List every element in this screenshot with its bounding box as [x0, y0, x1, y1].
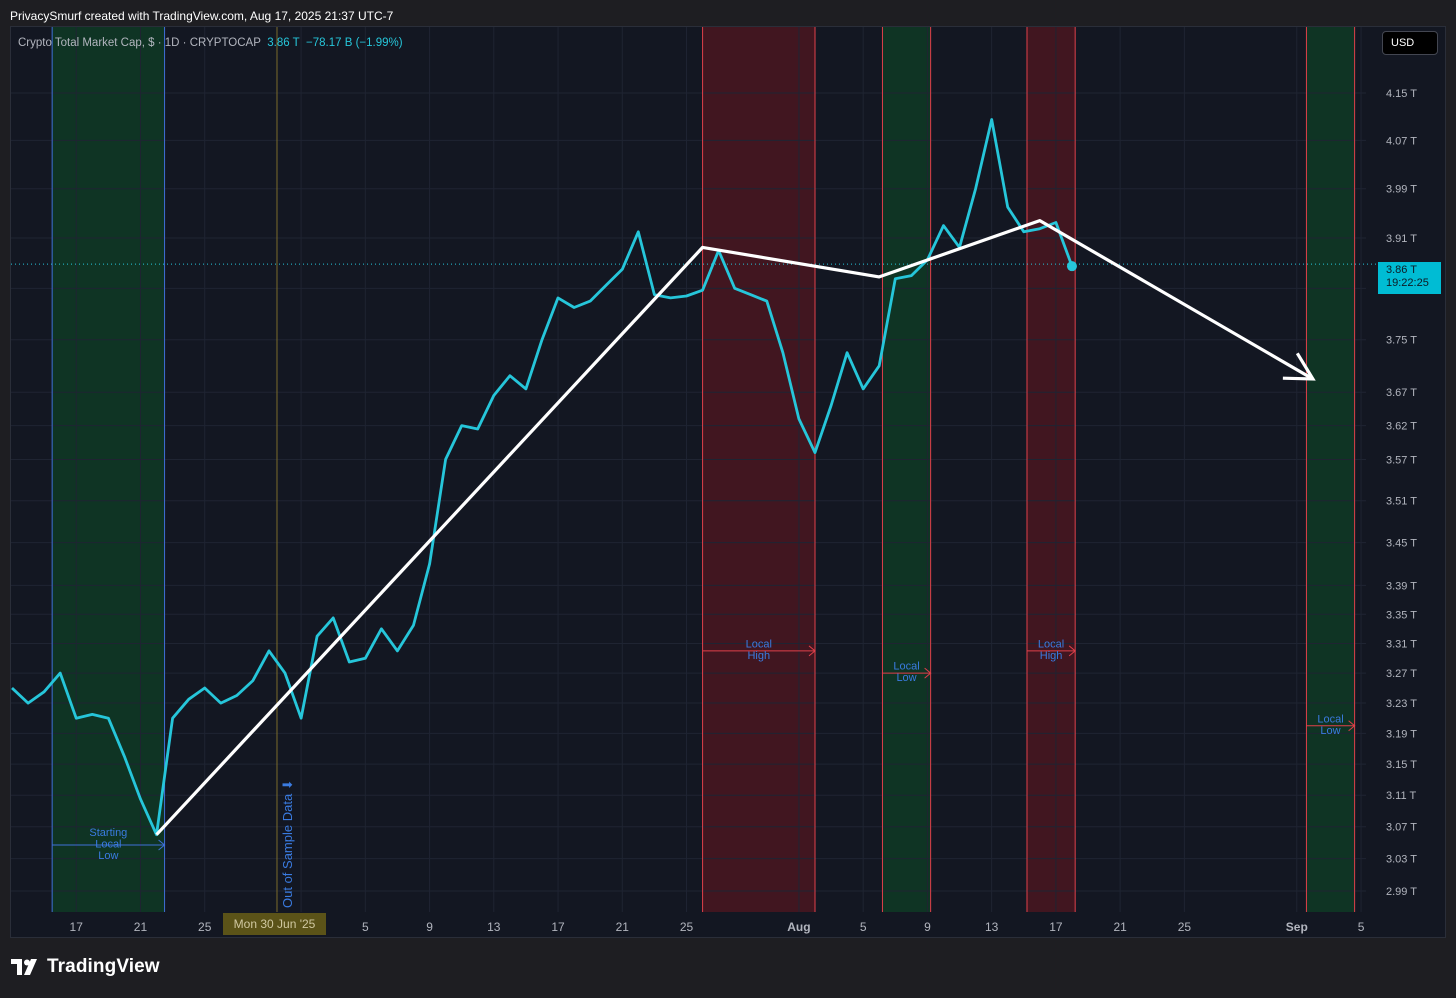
grid-layer [11, 27, 1366, 912]
annotation-arrow-head [158, 839, 166, 851]
y-tick-label: 3.62 T [1386, 421, 1417, 433]
lines-layer [11, 118, 1378, 837]
annotation-arrow-head [924, 667, 932, 679]
x-tick-label: 21 [616, 920, 630, 934]
zone-green-0 [52, 27, 165, 912]
last-price-dot [1066, 261, 1077, 272]
attribution-text: PrivacySmurf created with TradingView.co… [10, 9, 394, 23]
y-tick-label: 3.39 T [1386, 580, 1417, 592]
x-tick-label: 21 [134, 920, 148, 934]
x-tick-label: 13 [487, 920, 501, 934]
projection-arrow-head [1282, 352, 1316, 381]
y-tick-label: 3.03 T [1386, 854, 1417, 866]
y-tick-label: 4.15 T [1386, 88, 1417, 100]
y-tick-label: 3.15 T [1386, 759, 1417, 771]
annotation-layer: StartingLocalLowLocalHighLocalLowLocalHi… [52, 638, 1356, 862]
out-of-sample-label: Out of Sample Data ⬇ [280, 779, 295, 908]
x-tick-label: 17 [1049, 920, 1063, 934]
y-tick-label: 3.07 T [1386, 822, 1417, 834]
y-tick-label: 3.45 T [1386, 538, 1417, 550]
y-tick-label: 3.75 T [1386, 335, 1417, 347]
y-tick-label: 3.31 T [1386, 639, 1417, 651]
annotation-arrow-head [1348, 720, 1356, 732]
x-tick-label: 17 [551, 920, 565, 934]
y-tick-label: 3.57 T [1386, 454, 1417, 466]
x-tick-label: 9 [426, 920, 433, 934]
price-tag-countdown: 19:22:25 [1386, 277, 1429, 289]
x-tick-label: Sep [1286, 920, 1308, 934]
y-tick-label: 3.99 T [1386, 184, 1417, 196]
annotation-arrow-head [1068, 645, 1076, 657]
annotation-text: Local [746, 638, 772, 650]
tradingview-logo[interactable]: TradingView [11, 956, 160, 978]
zone-edges-layer [51, 27, 1356, 912]
annotation-text: Low [98, 850, 118, 862]
currency-button[interactable]: USD [1382, 31, 1438, 55]
x-tick-label: 5 [1358, 920, 1365, 934]
projection-path [155, 219, 1314, 836]
cursor-date-badge: Mon 30 Jun '25 [223, 913, 326, 935]
x-tick-label: 25 [198, 920, 212, 934]
price-series-line [11, 118, 1074, 837]
x-tick-label: 25 [680, 920, 694, 934]
y-tick-label: 3.23 T [1386, 698, 1417, 710]
annotation-arrow-head [808, 645, 816, 657]
zones-layer [52, 27, 1355, 912]
annotation-text: Starting [89, 827, 127, 839]
annotation-text: High [1040, 650, 1063, 662]
zone-red-3 [1026, 27, 1076, 912]
y-tick-label: 3.19 T [1386, 728, 1417, 740]
tradingview-logo-icon [11, 959, 37, 975]
x-tick-label: 13 [985, 920, 999, 934]
x-tick-label: Aug [787, 920, 810, 934]
y-tick-label: 3.67 T [1386, 387, 1417, 399]
annotation-text: Local [1038, 638, 1064, 650]
x-tick-label: 5 [860, 920, 867, 934]
symbol-name: Crypto Total Market Cap, $ · 1D · CRYPTO… [18, 37, 261, 49]
symbol-legend[interactable]: Crypto Total Market Cap, $ · 1D · CRYPTO… [18, 37, 403, 49]
y-tick-label: 3.51 T [1386, 496, 1417, 508]
annotation-text: Local [893, 661, 919, 673]
x-tick-label: 5 [362, 920, 369, 934]
annotation-text: High [747, 650, 770, 662]
y-tick-label: 2.99 T [1386, 886, 1417, 898]
x-tick-label: 17 [70, 920, 84, 934]
x-tick-label: 9 [924, 920, 931, 934]
price-tag-value: 3.86 T [1386, 264, 1417, 276]
y-tick-label: 4.07 T [1386, 135, 1417, 147]
y-tick-label: 3.35 T [1386, 609, 1417, 621]
annotation-text: Low [896, 672, 916, 684]
x-tick-label: 21 [1113, 920, 1127, 934]
y-tick-label: 3.91 T [1386, 233, 1417, 245]
y-tick-label: 3.11 T [1386, 790, 1416, 802]
zone-green-4 [1306, 27, 1355, 912]
price-change-value: −78.17 B (−1.99%) [306, 37, 403, 49]
zone-green-2 [882, 27, 931, 912]
last-price-value: 3.86 T [267, 37, 300, 49]
annotation-text: Local [95, 838, 121, 850]
annotation-text: Local [1317, 713, 1343, 725]
zone-red-1 [702, 27, 815, 912]
last-price-tag: 3.86 T 19:22:25 [1378, 262, 1441, 294]
tradingview-logo-text: TradingView [47, 956, 160, 977]
x-tick-label: 25 [1178, 920, 1192, 934]
annotation-text: Low [1320, 725, 1340, 737]
y-tick-label: 3.27 T [1386, 668, 1417, 680]
